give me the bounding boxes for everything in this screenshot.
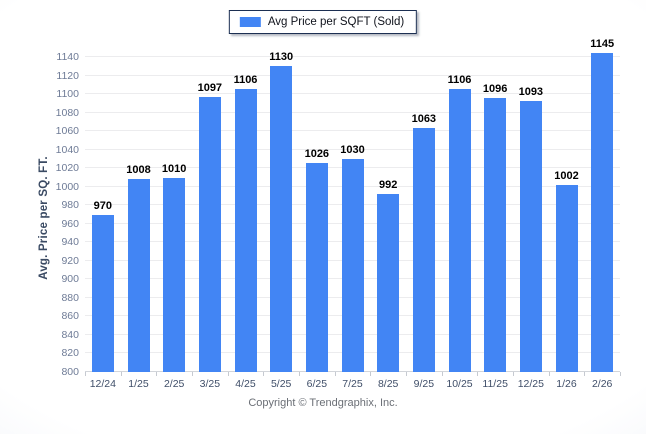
x-tick-mark xyxy=(548,372,550,376)
y-tick-label: 1100 xyxy=(56,88,79,101)
y-tick-label: 880 xyxy=(61,291,79,304)
gridline xyxy=(85,111,620,113)
copyright-text: Copyright © Trendgraphix, Inc. xyxy=(248,397,398,409)
x-tick-mark xyxy=(370,372,372,376)
x-tick-mark xyxy=(227,372,229,376)
bar-value-label: 1063 xyxy=(411,113,437,126)
bar-value-label: 1010 xyxy=(161,162,187,175)
y-tick-label: 800 xyxy=(61,366,79,378)
x-tick-mark xyxy=(406,372,407,376)
bar-value-label: 1096 xyxy=(482,82,508,95)
x-tick-mark xyxy=(477,372,479,376)
bar xyxy=(234,88,257,372)
y-tick-label: 940 xyxy=(61,236,79,249)
bar-value-label: 1145 xyxy=(590,37,615,50)
y-tick-label: 1040 xyxy=(55,143,79,156)
y-tick-label: 1080 xyxy=(55,106,79,119)
y-tick-label: 900 xyxy=(61,273,79,286)
x-tick-mark xyxy=(620,372,621,376)
x-tick-label: 7/25 xyxy=(342,378,363,390)
x-tick-mark xyxy=(441,372,443,376)
x-tick-mark xyxy=(263,372,265,376)
bar-value-label: 1026 xyxy=(304,147,330,160)
x-tick-label: 11/25 xyxy=(482,378,508,390)
gridline xyxy=(85,130,620,132)
y-tick-label: 1120 xyxy=(56,69,79,82)
x-tick-label: 1/25 xyxy=(128,378,149,390)
bar-value-label: 1130 xyxy=(269,51,294,64)
bar xyxy=(555,184,578,372)
x-tick-label: 12/25 xyxy=(517,378,544,390)
x-tick-mark xyxy=(584,372,586,376)
x-tick-label: 1/26 xyxy=(556,378,577,390)
bar xyxy=(591,52,614,372)
y-tick-label: 920 xyxy=(61,254,79,267)
bar-value-label: 1002 xyxy=(554,169,579,182)
bar xyxy=(91,214,114,372)
bar-value-label: 970 xyxy=(93,199,113,212)
bar xyxy=(377,194,400,372)
x-tick-label: 6/25 xyxy=(306,378,328,390)
x-tick-mark xyxy=(192,372,193,376)
bar xyxy=(341,159,364,372)
x-tick-label: 12/24 xyxy=(89,378,116,390)
bar xyxy=(163,177,186,372)
x-tick-mark xyxy=(334,372,336,376)
bar xyxy=(127,179,150,372)
bar-value-label: 1106 xyxy=(233,73,258,86)
bar xyxy=(519,100,542,372)
x-tick-label: 4/25 xyxy=(235,378,256,390)
x-tick-mark xyxy=(156,372,158,376)
x-tick-label: 2/25 xyxy=(163,378,185,390)
gridline xyxy=(85,56,620,58)
bar xyxy=(270,66,293,372)
bar xyxy=(198,96,221,372)
y-tick-label: 1020 xyxy=(55,162,79,175)
bar-value-label: 1097 xyxy=(197,81,223,94)
gridline xyxy=(85,74,620,76)
bar-value-label: 1030 xyxy=(340,144,365,157)
bar-value-label: 1093 xyxy=(518,85,544,98)
bar-value-label: 1106 xyxy=(447,73,472,86)
gridline xyxy=(85,93,620,95)
y-tick-label: 980 xyxy=(61,199,79,212)
y-tick-label: 820 xyxy=(61,347,79,360)
y-tick-label: 1140 xyxy=(56,51,79,64)
bar xyxy=(412,128,435,372)
y-tick-label: 840 xyxy=(61,328,79,341)
bar-value-label: 992 xyxy=(378,179,398,192)
y-tick-label: 960 xyxy=(61,217,79,230)
legend-label: Avg Price per SQFT (Sold) xyxy=(267,16,405,28)
gridline xyxy=(85,148,620,150)
y-tick-label: 1000 xyxy=(55,180,79,193)
bar-value-label: 1008 xyxy=(126,164,151,177)
x-tick-label: 9/25 xyxy=(413,378,435,390)
x-tick-label: 10/25 xyxy=(446,378,473,390)
x-tick-mark xyxy=(299,372,300,376)
x-tick-label: 5/25 xyxy=(270,378,292,390)
y-tick-label: 860 xyxy=(61,310,79,323)
bar xyxy=(484,97,507,372)
legend-swatch-icon xyxy=(239,17,261,27)
x-tick-mark xyxy=(513,372,514,376)
bar xyxy=(305,162,328,372)
x-tick-label: 2/26 xyxy=(591,378,613,390)
x-tick-label: 3/25 xyxy=(199,378,221,390)
x-tick-label: 8/25 xyxy=(377,378,399,390)
legend: Avg Price per SQFT (Sold) xyxy=(228,10,418,34)
x-tick-mark xyxy=(85,372,86,376)
bar xyxy=(448,88,471,372)
plot-area: 800 820 840 860 880 900 920 940 960 980 1000 1020 10… xyxy=(56,38,621,390)
x-tick-mark xyxy=(120,372,122,376)
y-tick-label: 1060 xyxy=(55,125,79,138)
